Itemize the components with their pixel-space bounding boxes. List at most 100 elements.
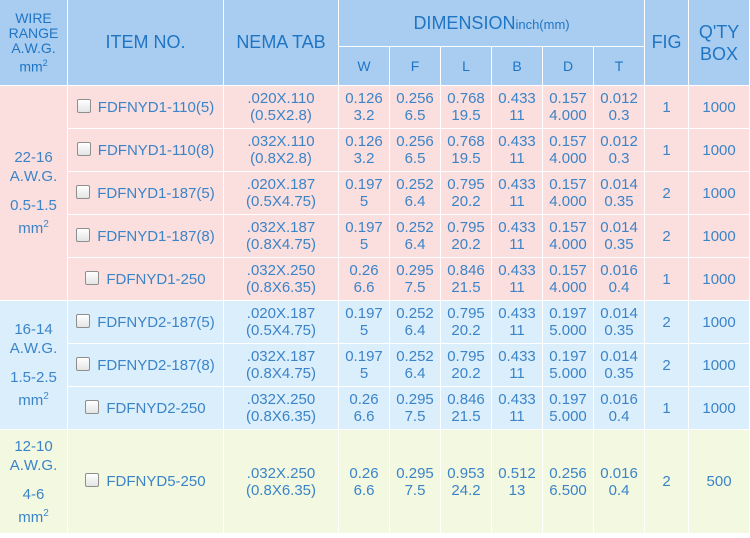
item-number: FDFNYD1-187(8) [97,227,215,245]
checkbox-icon[interactable] [76,98,91,113]
dim-t-cell: 0.014 0.35 [594,301,646,344]
item-cell: FDFNYD5-250 [68,430,224,534]
dim-t-cell: 0.014 0.35 [594,172,646,215]
dim-l-cell: 0.846 21.5 [441,258,492,301]
dim-t-inch: 0.016 [600,262,638,279]
dim-b-cell: 0.433 11 [492,215,543,258]
header-fig: FIG [645,0,690,86]
dim-b-cell: 0.512 13 [492,430,543,534]
header-qty-line1: Q'TY [698,21,740,42]
wire-mm-unit-sup: 2 [43,391,49,402]
qty-cell: 1000 [689,344,750,387]
dim-d-mm: 5.000 [549,408,587,425]
dim-d-cell: 0.157 4.000 [543,86,594,129]
nema-tab-cell: .032X.250 (0.8X6.35) [224,387,339,430]
dim-l-inch: 0.795 [447,176,485,193]
header-dimension: DIMENSIONinch(mm) [339,0,646,47]
wire-awg-label: A.W.G. [9,168,58,185]
dim-w-inch: 0.26 [349,262,379,279]
dim-f-cell: 0.256 6.5 [390,86,441,129]
dim-t-cell: 0.016 0.4 [594,387,646,430]
wire-mm-block: 0.5-1.5 mm2 [0,196,67,238]
checkbox-icon[interactable] [76,184,91,199]
checkbox-icon[interactable] [76,141,91,156]
checkbox-icon[interactable] [76,356,91,371]
dim-d-mm: 4.000 [549,193,587,210]
qty-cell: 1000 [689,387,750,430]
dim-l-mm: 20.2 [451,322,481,339]
dim-w-inch: 0.197 [345,219,383,236]
wire-awg-label: A.W.G. [9,456,58,474]
header-wire-range-line2: RANGE [8,24,59,41]
dim-w-mm: 6.6 [353,408,375,425]
wire-range-cell: 16-14 A.W.G. 1.5-2.5 mm2 [0,301,68,430]
dim-f-inch: 0.295 [396,391,434,408]
checkbox-icon[interactable] [76,313,91,328]
dim-w-inch: 0.26 [349,464,379,482]
table-row: 12-10 A.W.G. 4-6 mm2 FDFNYD5-250.032X.250 (0.… [0,430,750,534]
checkbox-icon[interactable] [85,399,100,414]
nema-tab-cell: .032X.250 (0.8X6.35) [224,430,339,534]
nema-mm: (0.8X4.75) [245,365,317,382]
dim-l-cell: 0.953 24.2 [441,430,492,534]
dim-w-cell: 0.26 6.6 [339,387,390,430]
nema-mm: (0.5X4.75) [245,322,317,339]
dim-f-mm: 7.5 [404,481,426,499]
checkbox-icon[interactable] [85,270,100,285]
dim-w-mm: 6.6 [353,279,375,296]
nema-mm: (0.8X6.35) [245,408,317,425]
header-row-dims: W F L B D T [0,47,750,86]
dim-w-cell: 0.197 5 [339,301,390,344]
item-number: FDFNYD2-250 [106,399,206,417]
nema-inch: .020X.110 [247,90,315,107]
dim-w-inch: 0.26 [349,391,379,408]
dim-d-mm: 4.000 [549,236,587,253]
dim-l-inch: 0.795 [447,348,485,365]
qty-cell: 500 [689,430,750,534]
dim-w-cell: 0.197 5 [339,344,390,387]
wire-mm-block: 4-6 mm2 [0,485,67,527]
dim-d-cell: 0.157 4.000 [543,258,594,301]
dim-w-cell: 0.126 3.2 [339,129,390,172]
item-number: FDFNYD1-250 [106,270,206,288]
header-item-no: ITEM NO. [68,0,224,86]
qty-cell: 1000 [689,172,750,215]
dim-b-mm: 11 [509,150,525,167]
dim-f-inch: 0.256 [396,133,434,150]
header-nema-tab: NEMA TAB [224,0,339,86]
header-row-top: WIRE RANGE A.W.G. mm2 ITEM NO. NEMA TAB … [0,0,750,86]
dim-l-inch: 0.768 [447,90,485,107]
wire-mm-unit-sup: 2 [43,507,49,519]
dim-l-cell: 0.795 20.2 [441,215,492,258]
dim-t-inch: 0.012 [600,90,638,107]
dim-d-cell: 0.197 5.000 [543,387,594,430]
dim-d-inch: 0.256 [549,464,587,482]
dim-w-mm: 5 [359,193,369,210]
nema-inch: .032X.187 [246,348,316,365]
dim-d-mm: 6.500 [549,481,587,499]
dim-d-inch: 0.157 [549,90,587,107]
nema-inch: .032X.250 [246,464,316,482]
checkbox-icon[interactable] [76,227,91,242]
item-cell: FDFNYD1-110(8) [68,129,224,172]
dim-w-cell: 0.26 6.6 [339,430,390,534]
dim-t-mm: 0.4 [608,408,630,425]
checkbox-icon[interactable] [85,473,100,487]
wire-awg-label: A.W.G. [9,340,58,357]
dim-l-inch: 0.953 [447,464,485,482]
wire-mm-range: 0.5-1.5 [10,197,57,214]
dim-b-inch: 0.433 [498,305,536,322]
dim-t-inch: 0.016 [600,464,638,482]
dim-b-mm: 11 [509,107,525,124]
wire-mm-range: 1.5-2.5 [10,369,57,386]
nema-inch: .020X.187 [246,305,316,322]
dim-l-mm: 19.5 [451,107,481,124]
dim-d-mm: 4.000 [549,107,587,124]
wire-awg-range: 12-10 [14,437,53,455]
dim-f-cell: 0.252 6.4 [390,301,441,344]
dim-f-mm: 7.5 [404,279,426,296]
header-wire-range-line1: WIRE [15,9,52,26]
wire-awg-block: 22-16 A.W.G. [0,148,67,186]
wire-awg-range: 22-16 [14,149,53,166]
table-row: FDFNYD1-187(8) .032X.187 (0.8X4.75) 0.197 5 0… [0,215,750,258]
